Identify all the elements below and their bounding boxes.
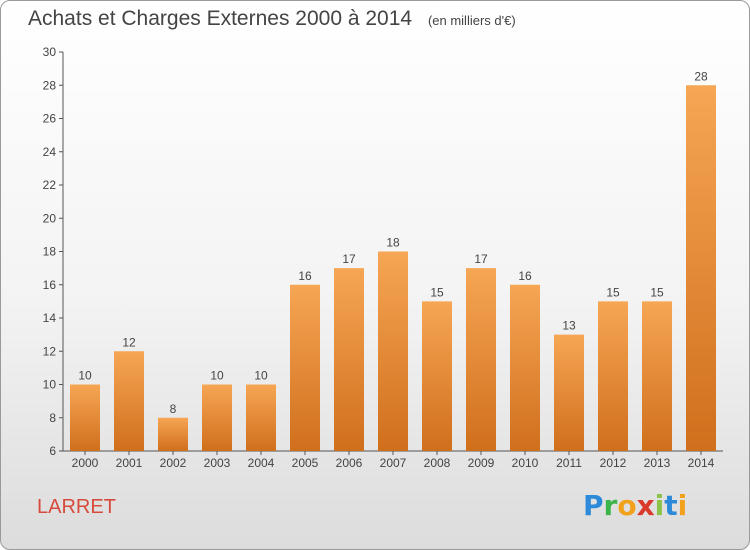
bar-value-label: 13 (562, 319, 576, 333)
bar-value-label: 16 (518, 269, 532, 283)
bar-value-label: 17 (342, 252, 356, 266)
x-tick-label: 2007 (380, 456, 407, 470)
y-tick-label: 8 (49, 411, 56, 425)
chart-title: Achats et Charges Externes 2000 à 2014 (28, 7, 413, 30)
bar (510, 284, 540, 451)
chart-title-block: Achats et Charges Externes 2000 à 2014 (… (28, 7, 516, 31)
chart-labels: 10 2000 12 2001 8 2002 10 2003 10 2004 16 2005 17 200… (72, 69, 715, 470)
chart-bars (70, 85, 716, 451)
y-tick-label: 24 (43, 145, 57, 159)
x-tick-label: 2013 (644, 456, 671, 470)
bar (378, 251, 408, 451)
y-tick-label: 18 (43, 245, 57, 259)
x-tick-label: 2005 (292, 456, 319, 470)
x-tick-label: 2010 (512, 456, 539, 470)
bar (334, 268, 364, 451)
x-tick-label: 2006 (336, 456, 363, 470)
chart-subtitle: (en milliers d'€) (427, 13, 516, 28)
bar-value-label: 10 (254, 369, 268, 383)
y-tick-label: 14 (43, 311, 57, 325)
bar (598, 301, 628, 451)
bar-value-label: 10 (78, 369, 92, 383)
y-tick-label: 12 (43, 344, 57, 358)
y-tick-label: 26 (43, 112, 57, 126)
y-tick-label: 30 (43, 45, 57, 59)
bar (114, 351, 144, 451)
y-tick-label: 6 (49, 444, 56, 458)
x-tick-label: 2011 (556, 456, 582, 470)
bar-value-label: 15 (430, 285, 444, 299)
bar (158, 417, 188, 451)
x-tick-label: 2008 (424, 456, 451, 470)
bar-value-label: 12 (122, 335, 136, 349)
x-tick-label: 2009 (468, 456, 495, 470)
bar-value-label: 15 (606, 285, 620, 299)
y-tick-label: 16 (43, 278, 57, 292)
x-tick-label: 2012 (600, 456, 627, 470)
bar (202, 384, 232, 451)
bar-value-label: 15 (650, 285, 664, 299)
x-tick-label: 2002 (160, 456, 187, 470)
bar (246, 384, 276, 451)
bar (70, 384, 100, 451)
bar-value-label: 17 (474, 252, 488, 266)
x-tick-label: 2003 (204, 456, 231, 470)
x-tick-label: 2014 (688, 456, 715, 470)
proxiti-logo: Proxiti (583, 489, 688, 522)
bar (554, 334, 584, 451)
y-tick-label: 20 (43, 211, 57, 225)
bar (686, 85, 716, 451)
bar (642, 301, 672, 451)
bar-value-label: 28 (694, 69, 708, 83)
x-tick-label: 2001 (116, 456, 143, 470)
bar-value-label: 16 (298, 269, 312, 283)
bar-value-label: 8 (170, 402, 177, 416)
bar (290, 284, 320, 451)
y-tick-label: 22 (43, 178, 57, 192)
bar (422, 301, 452, 451)
x-tick-label: 2004 (248, 456, 275, 470)
y-tick-label: 10 (43, 378, 57, 392)
commune-name: LARRET (37, 496, 116, 518)
y-tick-label: 28 (43, 78, 57, 92)
x-tick-label: 2000 (72, 456, 99, 470)
bar-value-label: 18 (386, 236, 400, 250)
bar (466, 268, 496, 451)
bar-value-label: 10 (210, 369, 224, 383)
